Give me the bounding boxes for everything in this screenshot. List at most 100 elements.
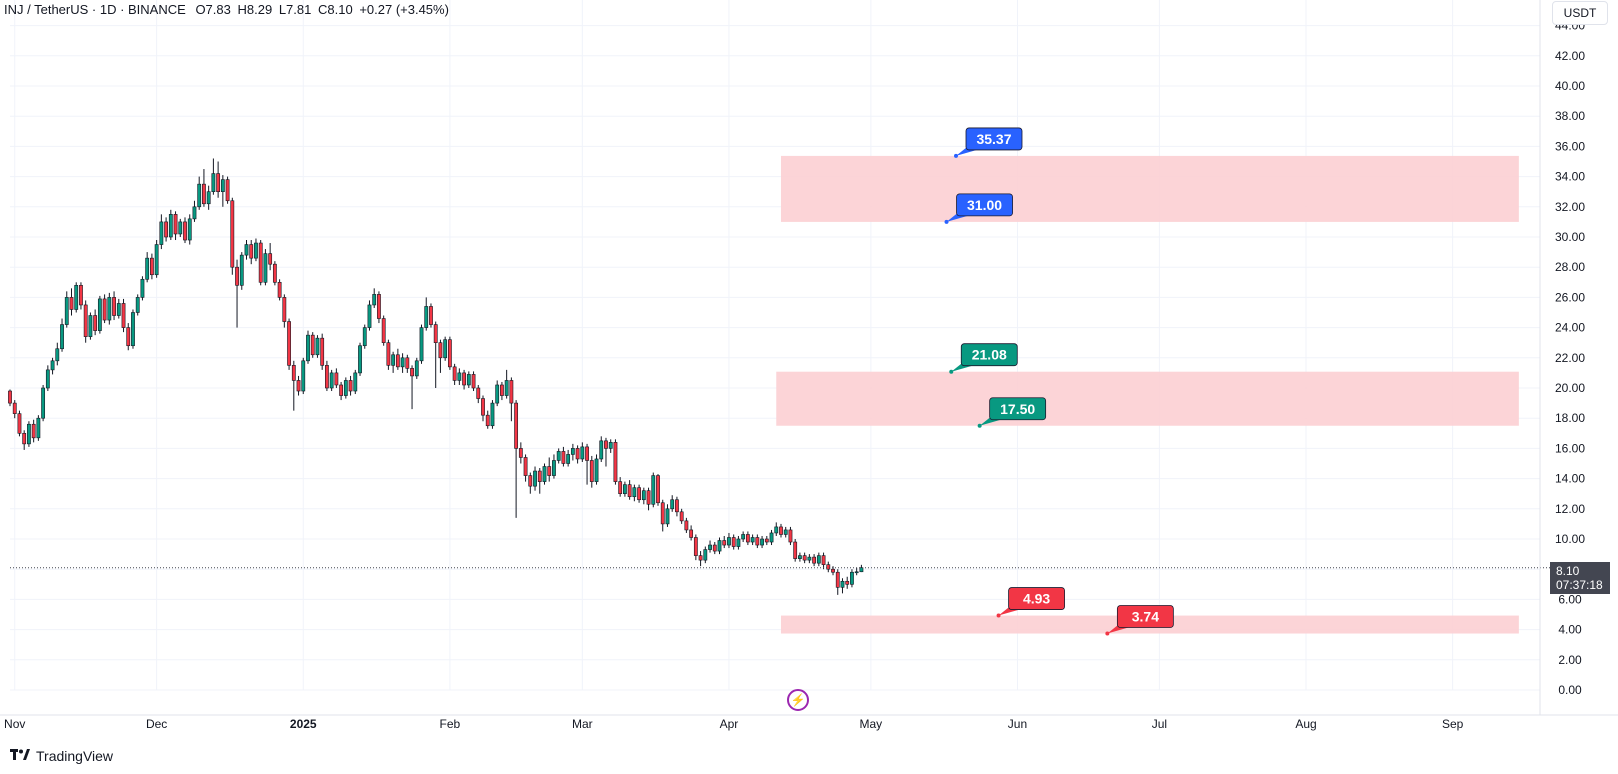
y-tick-label: 40.00: [1555, 79, 1585, 93]
candle-body: [88, 315, 93, 337]
candle-body: [802, 555, 807, 561]
candle-body: [689, 529, 694, 538]
candle-body: [121, 303, 126, 328]
candle-body: [788, 529, 793, 543]
candle-body: [410, 368, 414, 377]
candle-body: [727, 537, 731, 546]
candle-body: [64, 297, 69, 325]
candle-body: [334, 372, 339, 386]
y-tick-label: 0.00: [1558, 683, 1582, 697]
candle-body: [429, 306, 433, 325]
candle-body: [258, 242, 263, 283]
candle-body: [570, 448, 575, 455]
candle-body: [343, 380, 348, 396]
callout-text: 3.74: [1132, 609, 1159, 625]
candle-body: [660, 502, 665, 525]
candle-body: [12, 402, 17, 414]
candle-body: [277, 281, 282, 298]
candle-body: [220, 179, 225, 192]
candle-body: [202, 183, 206, 205]
candle-body: [230, 200, 235, 268]
candle-body: [693, 537, 698, 556]
candle-body: [779, 526, 783, 535]
symbol-name[interactable]: INJ / TetherUS · 1D · BINANCE: [4, 2, 186, 17]
candle-body: [504, 380, 509, 396]
candle-body: [386, 342, 391, 366]
candle-body: [755, 537, 760, 546]
candle-body: [854, 571, 859, 574]
candle-body: [608, 442, 613, 449]
candle-body: [69, 297, 74, 310]
candle-body: [424, 306, 429, 328]
candle-body: [523, 457, 528, 476]
candle-body: [547, 466, 552, 476]
candle-body: [353, 372, 358, 392]
tradingview-logo[interactable]: TradingView: [10, 748, 113, 764]
candle-body: [447, 339, 452, 368]
candle-body: [613, 442, 618, 482]
y-tick-label: 30.00: [1555, 230, 1585, 244]
candle-body: [490, 402, 495, 427]
candle-body: [358, 345, 362, 374]
lightning-icon[interactable]: ⚡: [787, 689, 809, 711]
candle-body: [187, 218, 192, 241]
candle-body: [826, 564, 831, 570]
candle-body: [362, 327, 367, 347]
y-tick-label: 14.00: [1555, 472, 1585, 486]
y-tick-label: 2.00: [1558, 653, 1582, 667]
candle-body: [126, 327, 131, 347]
candle-body: [622, 484, 627, 495]
candle-body: [27, 423, 31, 445]
candle-body: [97, 298, 102, 331]
ohlc-close: C8.10: [317, 2, 353, 17]
chart-axes: 0.002.004.006.008.0010.0012.0014.0016.00…: [0, 0, 1618, 731]
callout-text: 4.93: [1023, 591, 1050, 607]
x-tick-label: Jun: [1008, 717, 1027, 731]
candle-body: [604, 440, 608, 449]
candle-body: [306, 334, 310, 362]
candle-body: [585, 446, 589, 461]
y-tick-label: 12.00: [1555, 502, 1585, 516]
candle-body: [216, 173, 221, 193]
candle-body: [712, 544, 717, 552]
x-tick-label: Jul: [1152, 717, 1167, 731]
candle-body: [566, 454, 571, 464]
candle-body: [665, 508, 670, 525]
candle-body: [466, 374, 471, 386]
candle-body: [135, 297, 140, 313]
currency-selector[interactable]: USDT: [1552, 1, 1608, 25]
y-tick-label: 16.00: [1555, 441, 1585, 455]
candle-body: [140, 278, 145, 298]
x-tick-label: May: [860, 717, 883, 731]
candle-body: [542, 466, 547, 482]
candle-body: [249, 244, 254, 259]
candle-body: [760, 538, 764, 546]
y-tick-label: 36.00: [1555, 139, 1585, 153]
price-label-callout: 3.74: [1105, 605, 1174, 636]
candle-body: [145, 257, 150, 280]
candle-body: [840, 580, 845, 588]
candle-body: [471, 374, 476, 389]
bar-countdown: 07:37:18: [1556, 578, 1603, 592]
candle-body: [736, 538, 741, 547]
callout-box: [960, 343, 1018, 367]
x-tick-label: Apr: [720, 717, 739, 731]
candle-body: [675, 499, 679, 513]
y-tick-label: 34.00: [1555, 170, 1585, 184]
candle-body: [722, 540, 727, 546]
candle-body: [192, 206, 197, 220]
candle-body: [22, 432, 27, 445]
candle-body: [150, 257, 154, 276]
candle-body: [816, 555, 821, 564]
candle-body: [254, 242, 258, 259]
y-tick-label: 26.00: [1555, 290, 1585, 304]
candle-body: [154, 244, 159, 276]
candle-body: [31, 423, 36, 439]
candle-body: [641, 490, 646, 501]
candle-body: [764, 538, 769, 543]
candle-body: [17, 413, 22, 434]
candle-body: [339, 384, 344, 396]
callout-box: [989, 397, 1047, 421]
candle-body: [225, 179, 230, 202]
